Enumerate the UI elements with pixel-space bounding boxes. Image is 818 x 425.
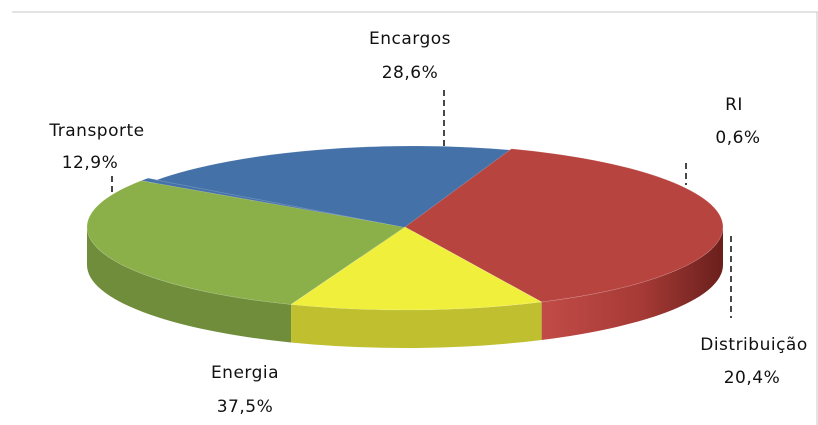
- label-distribuicao-name: Distribuição: [700, 335, 808, 355]
- label-energia-value: 37,5%: [217, 397, 274, 417]
- slice-side-energia: [541, 227, 723, 340]
- label-distribuicao-value: 20,4%: [724, 368, 781, 388]
- label-distribuicao: Distribuição 20,4%: [700, 335, 808, 388]
- slice-energia: [404, 148, 724, 303]
- label-encargos-value: 28,6%: [382, 63, 439, 83]
- pie-slices: [86, 145, 724, 311]
- label-ri-value: 0,6%: [715, 128, 760, 148]
- label-ri-name: RI: [725, 95, 743, 115]
- label-transporte-value: 12,9%: [62, 153, 119, 173]
- slice-side-encargos: [87, 227, 292, 343]
- slice-distribuicao: [154, 145, 521, 230]
- label-encargos: Encargos 28,6%: [369, 29, 451, 83]
- label-energia-name: Energia: [211, 363, 279, 383]
- label-encargos-name: Encargos: [369, 29, 451, 49]
- label-transporte-name: Transporte: [48, 121, 144, 141]
- slice-transporte: [290, 226, 543, 311]
- label-energia: Energia 37,5%: [211, 363, 279, 417]
- label-ri: RI 0,6%: [715, 95, 760, 148]
- leader-lines: [111, 90, 732, 318]
- slice-side-transporte: [291, 301, 542, 349]
- label-transporte: Transporte 12,9%: [48, 121, 144, 173]
- slice-encargos: [86, 180, 406, 305]
